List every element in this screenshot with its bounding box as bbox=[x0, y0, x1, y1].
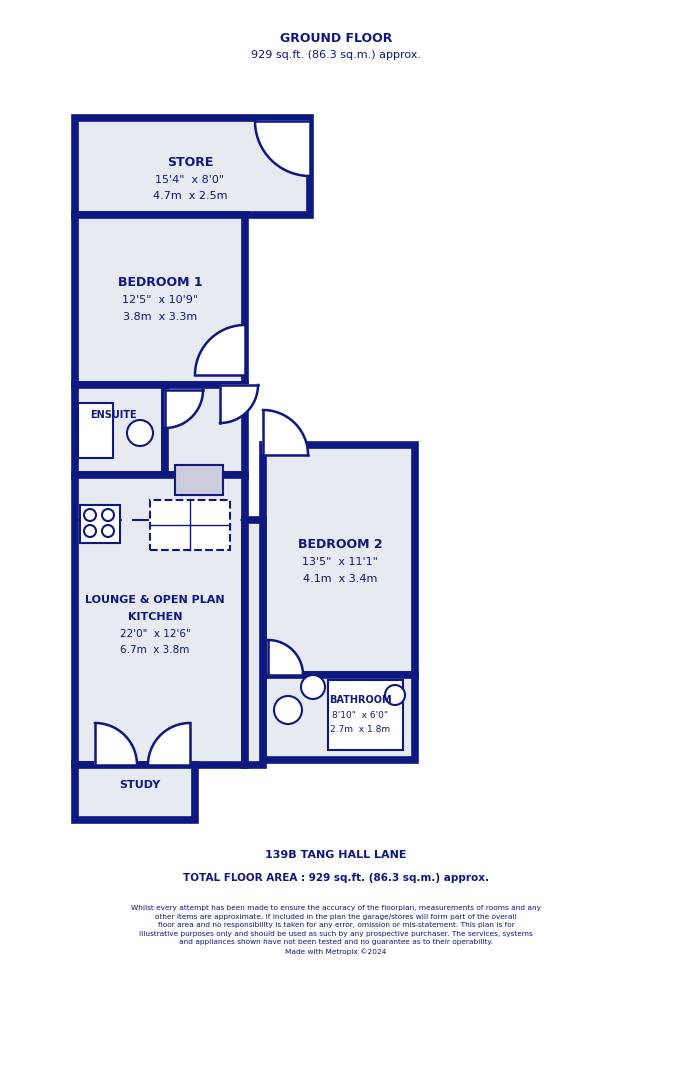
Text: 8'10"  x 6'0": 8'10" x 6'0" bbox=[332, 711, 388, 719]
Bar bbox=[75, 475, 245, 765]
Text: 13'5"  x 11'1": 13'5" x 11'1" bbox=[302, 557, 378, 567]
Text: 6.7m  x 3.8m: 6.7m x 3.8m bbox=[120, 645, 190, 654]
Circle shape bbox=[385, 685, 405, 705]
Polygon shape bbox=[95, 723, 137, 765]
Bar bbox=[80, 505, 120, 543]
Text: STUDY: STUDY bbox=[119, 780, 161, 789]
Text: 139B TANG HALL LANE: 139B TANG HALL LANE bbox=[265, 850, 406, 860]
Circle shape bbox=[301, 675, 325, 699]
Text: 4.7m  x 2.5m: 4.7m x 2.5m bbox=[153, 191, 227, 201]
Text: ENSUITE: ENSUITE bbox=[90, 410, 137, 420]
Polygon shape bbox=[255, 121, 310, 176]
Text: 12'5"  x 10'9": 12'5" x 10'9" bbox=[122, 295, 198, 305]
Text: KITCHEN: KITCHEN bbox=[128, 612, 182, 622]
Polygon shape bbox=[263, 410, 308, 455]
Text: 22'0"  x 12'6": 22'0" x 12'6" bbox=[120, 629, 190, 639]
Text: Whilst every attempt has been made to ensure the accuracy of the floorplan, meas: Whilst every attempt has been made to en… bbox=[131, 905, 541, 955]
Text: LOUNGE & OPEN PLAN: LOUNGE & OPEN PLAN bbox=[85, 595, 225, 605]
Text: BEDROOM 2: BEDROOM 2 bbox=[297, 539, 382, 552]
Text: TOTAL FLOOR AREA : 929 sq.ft. (86.3 sq.m.) approx.: TOTAL FLOOR AREA : 929 sq.ft. (86.3 sq.m… bbox=[183, 873, 489, 883]
Bar bbox=[78, 403, 113, 458]
Text: 929 sq.ft. (86.3 sq.m.) approx.: 929 sq.ft. (86.3 sq.m.) approx. bbox=[251, 50, 421, 60]
Circle shape bbox=[127, 420, 153, 446]
Polygon shape bbox=[148, 723, 190, 765]
Bar bbox=[75, 215, 245, 384]
Circle shape bbox=[274, 696, 302, 724]
Text: STORE: STORE bbox=[167, 157, 213, 170]
Circle shape bbox=[102, 525, 114, 537]
Circle shape bbox=[84, 525, 96, 537]
Bar bbox=[150, 500, 230, 550]
Text: GROUND FLOOR: GROUND FLOOR bbox=[280, 31, 392, 44]
Polygon shape bbox=[220, 384, 258, 423]
Bar bbox=[75, 118, 310, 215]
Bar bbox=[165, 384, 245, 475]
Text: 4.1m  x 3.4m: 4.1m x 3.4m bbox=[303, 573, 377, 584]
Circle shape bbox=[102, 509, 114, 521]
Bar bbox=[175, 465, 223, 495]
Bar bbox=[75, 384, 165, 475]
Bar bbox=[263, 675, 415, 760]
Polygon shape bbox=[268, 640, 303, 675]
Text: 15'4"  x 8'0": 15'4" x 8'0" bbox=[155, 175, 225, 185]
Bar bbox=[245, 519, 263, 765]
Text: BEDROOM 1: BEDROOM 1 bbox=[118, 276, 203, 289]
Polygon shape bbox=[75, 765, 195, 820]
Text: 2.7m  x 1.8m: 2.7m x 1.8m bbox=[330, 725, 390, 733]
Circle shape bbox=[84, 509, 96, 521]
Polygon shape bbox=[195, 325, 245, 375]
Bar bbox=[328, 680, 403, 750]
Bar bbox=[263, 445, 415, 675]
Text: BATHROOM: BATHROOM bbox=[328, 696, 391, 705]
Text: 3.8m  x 3.3m: 3.8m x 3.3m bbox=[123, 312, 197, 322]
Polygon shape bbox=[165, 390, 203, 428]
